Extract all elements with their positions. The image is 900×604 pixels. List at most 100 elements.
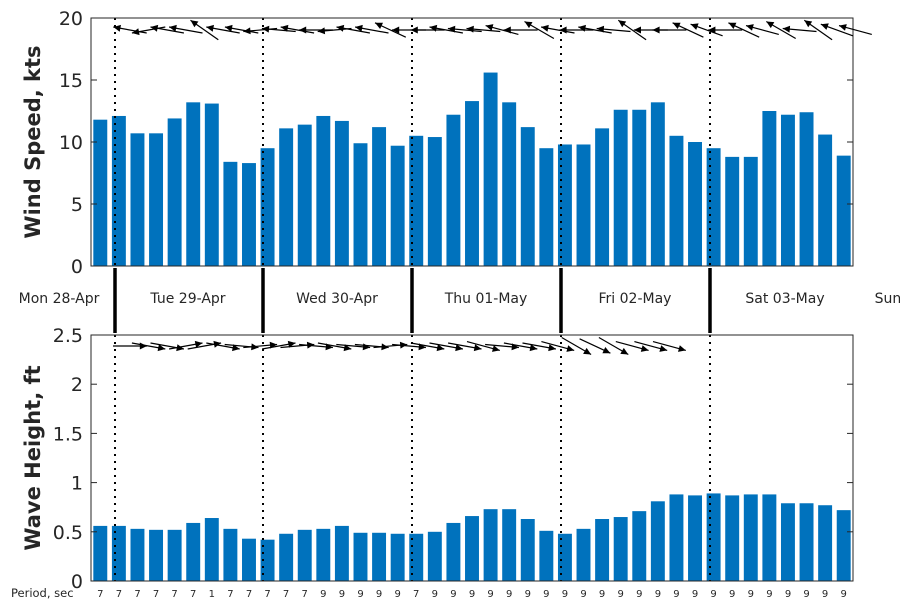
arrow-head [194,340,203,348]
wave-height-panel: 0 0.5 1 1.5 2 2.5 Wave Height, ft [21,325,854,593]
bar [799,503,814,581]
bar [149,529,164,581]
bar [260,539,275,581]
bar [780,114,795,266]
wind-direction-arrow-icon [190,19,219,41]
wind-direction-arrow-icon [261,25,296,33]
bar [167,118,182,266]
bar [149,133,164,266]
y-tick-label: 5 [71,194,83,216]
wind-direction-arrow-icon [728,22,760,38]
arrow-head [633,26,641,34]
wind-direction-arrow-icon [131,26,166,36]
wind-direction-arrow-icon [782,25,817,33]
wind-direction-arrow-icon [838,24,872,35]
bar [799,112,814,267]
bar [688,142,702,266]
bar [650,501,665,581]
bar [836,155,851,266]
wind-direction-arrow-icon [672,22,704,38]
period-value: 7 [116,589,122,600]
wind-direction-arrow-icon [466,25,501,33]
day-label: Wed 30-Apr [296,291,378,307]
arrow-head [583,347,592,355]
wind-direction-arrow-icon [708,26,743,34]
arrow-head [678,345,686,352]
bar [502,509,517,581]
wind-direction-arrow-icon [503,26,538,34]
bar [502,102,517,266]
arrow-head [157,344,166,352]
bar [539,530,554,581]
arrow-head [362,343,371,351]
bar [334,120,349,266]
arrow-head [529,344,538,352]
period-value: 7 [190,589,196,600]
wind-direction-arrow-icon [429,24,464,34]
bar [669,494,684,581]
arrow-head [672,22,681,29]
arrow-head [355,24,363,32]
y-tick-label: 2.5 [53,325,83,347]
arrow-head [524,21,533,29]
bar [316,528,331,581]
wave-direction-arrow-icon [317,342,352,352]
period-value: 7 [153,589,159,600]
y-axis-label: Wave Height, ft [21,365,45,550]
wind-direction-arrow-icon [765,20,797,40]
wind-direction-arrow-icon [374,22,407,38]
period-value: 9 [803,589,809,600]
arrow-head [429,24,438,32]
bar [353,532,368,581]
bar [706,493,721,581]
y-tick-label: 0 [71,571,83,593]
bar [446,114,461,266]
period-value: 9 [673,589,679,600]
arrow-head [299,26,307,34]
period-value: 7 [413,589,419,600]
bar [743,156,758,266]
bar [427,531,442,581]
period-value: 9 [543,589,549,600]
period-value: 9 [841,589,847,600]
arrow-head [473,344,482,352]
arrow-head [485,24,494,31]
arrow-head [596,25,605,33]
day-label: Tue 29-Apr [149,291,225,307]
wind-direction-arrow-icon [206,24,240,34]
arrow-head [287,340,296,348]
arrow-head [620,347,629,355]
wave-direction-arrow-icon [634,341,668,352]
period-value: 9 [599,589,605,600]
arrow-head [782,25,791,33]
y-tick-label: 20 [59,8,83,30]
bar [595,519,610,581]
wave-direction-arrow-icon [261,340,296,350]
bar [93,525,108,581]
wind-direction-arrow-icon [447,25,482,33]
wind-direction-arrow-icon [280,24,315,34]
bar [520,519,535,581]
arrow-head [261,25,270,33]
bar [762,111,777,266]
bar [297,124,312,266]
period-value: 9 [785,589,791,600]
bar [427,137,442,266]
wave-direction-arrow-icon [466,341,500,352]
wind-direction-arrow-icon [168,24,203,34]
arrow-head [375,22,383,29]
period-value: 9 [487,589,493,600]
y-axis-label: Wind Speed, kts [21,45,45,238]
day-label: Sat 03-May [745,291,824,307]
arrow-head [652,26,660,34]
wave-direction-arrow-icon [410,342,445,352]
period-value: 7 [264,589,270,600]
period-value: 7 [283,589,289,600]
bar [297,529,312,581]
bar [242,538,256,581]
bar [186,522,201,581]
bar [316,115,331,267]
wave-direction-arrow-icon [447,342,482,352]
y-tick-label: 15 [59,70,83,92]
period-value: 9 [580,589,586,600]
